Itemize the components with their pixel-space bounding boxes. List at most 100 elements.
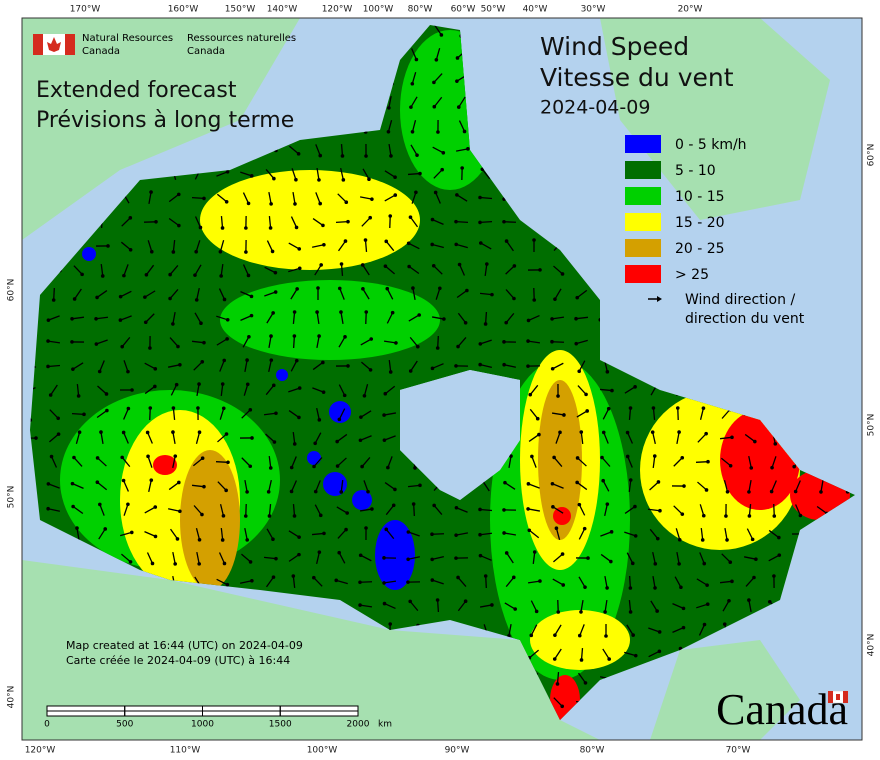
arrow-shaft xyxy=(360,338,372,346)
wind-arrow xyxy=(71,362,84,371)
arrow-shaft xyxy=(335,220,349,224)
wind-arrow xyxy=(430,242,444,249)
lon-label: 100°W xyxy=(363,5,394,15)
wind-arrow xyxy=(313,432,322,446)
wind-arrow xyxy=(71,504,84,515)
arrow-head xyxy=(72,455,76,460)
arrow-head xyxy=(562,413,566,417)
arrow-head xyxy=(478,241,483,245)
arrow-head xyxy=(556,610,561,614)
arrow-shaft xyxy=(169,289,179,299)
arrow-head xyxy=(344,527,348,532)
arrow-shaft xyxy=(435,192,441,204)
arrow-head xyxy=(361,287,365,291)
arrow-head xyxy=(144,273,149,277)
wind-arrow xyxy=(382,580,397,585)
arrow-shaft xyxy=(505,312,515,324)
arrow-head xyxy=(577,633,582,638)
wind-arrow xyxy=(335,219,350,224)
wind-arrow xyxy=(407,483,422,488)
wind-arrow xyxy=(768,529,781,540)
arrow-head xyxy=(532,298,537,302)
arrow-shaft xyxy=(311,244,325,248)
arrow-shaft xyxy=(360,410,372,418)
arrow-head xyxy=(430,217,435,222)
arrow-head xyxy=(318,153,323,158)
wind-arrow xyxy=(696,578,709,587)
arrow-shaft xyxy=(76,383,80,397)
arrow-head xyxy=(582,526,587,531)
arrow-shaft xyxy=(408,556,420,560)
arrow-head xyxy=(575,480,579,485)
wind-arrow xyxy=(478,220,493,225)
wind-arrow xyxy=(218,240,225,254)
wind-arrow xyxy=(508,454,513,469)
wind-arrow xyxy=(148,335,152,350)
arrow-head xyxy=(438,286,442,291)
legend-swatch xyxy=(625,187,661,205)
arrow-shaft xyxy=(194,312,202,324)
arrow-shaft xyxy=(72,362,84,370)
arrow-head xyxy=(122,273,126,278)
lon-label: 80°W xyxy=(580,746,605,756)
wind-arrow xyxy=(288,145,301,156)
wind-arrow xyxy=(553,288,562,301)
arrow-shaft xyxy=(337,457,347,467)
arrow-shaft xyxy=(316,167,320,181)
arrow-shaft xyxy=(649,481,659,491)
arrow-head xyxy=(722,622,727,626)
wind-arrow xyxy=(239,436,254,440)
arrow-head xyxy=(478,362,482,367)
wind-arrow xyxy=(193,359,205,371)
arrow-shaft xyxy=(743,556,757,560)
arrow-head xyxy=(466,147,470,151)
arrow-head xyxy=(46,364,50,369)
wind-arrow xyxy=(364,526,368,541)
wind-arrow xyxy=(196,382,201,397)
arrow-shaft xyxy=(315,192,321,204)
arrow-head xyxy=(406,580,410,584)
arrow-shaft xyxy=(433,96,443,108)
arrow-head xyxy=(658,508,662,513)
wind-arrow xyxy=(382,412,397,417)
arrow-shaft xyxy=(240,315,252,321)
wind-arrow xyxy=(312,387,326,394)
wind-arrow xyxy=(556,383,560,398)
wind-arrow xyxy=(575,556,590,560)
arrow-head xyxy=(409,105,413,109)
wind-arrow xyxy=(384,170,397,180)
arrow-head xyxy=(366,489,370,494)
arrow-shaft xyxy=(479,220,493,224)
arrow-head xyxy=(528,392,533,397)
arrow-head xyxy=(370,197,374,201)
arrow-shaft xyxy=(506,552,514,564)
wind-arrow xyxy=(529,408,540,421)
wind-arrow xyxy=(604,575,609,590)
arrow-shaft xyxy=(408,531,420,537)
arrow-shaft xyxy=(244,527,248,541)
arrow-shaft xyxy=(291,456,297,468)
arrow-head xyxy=(318,513,323,518)
arrow-shaft xyxy=(676,551,680,565)
arrow-head xyxy=(463,320,468,325)
arrow-head xyxy=(502,219,506,224)
arrow-shaft xyxy=(290,288,298,300)
wind-arrow xyxy=(193,505,204,517)
arrow-head xyxy=(730,435,734,440)
arrow-head xyxy=(266,490,271,494)
arrow-shaft xyxy=(436,599,440,613)
arrow-shaft xyxy=(412,287,416,301)
wind-arrow xyxy=(311,531,326,536)
arrow-head xyxy=(478,220,482,225)
arrow-shaft xyxy=(578,528,586,540)
arrow-head xyxy=(454,556,458,560)
arrow-shaft xyxy=(433,265,443,275)
arrow-head xyxy=(297,535,301,539)
arrow-shaft xyxy=(456,243,468,249)
wind-arrow xyxy=(240,291,254,299)
legend-label: 10 - 15 xyxy=(675,189,725,205)
wind-arrow xyxy=(386,120,393,134)
arrow-shaft xyxy=(53,287,55,301)
arrow-shaft xyxy=(485,575,487,589)
wind-arrow xyxy=(240,171,254,178)
